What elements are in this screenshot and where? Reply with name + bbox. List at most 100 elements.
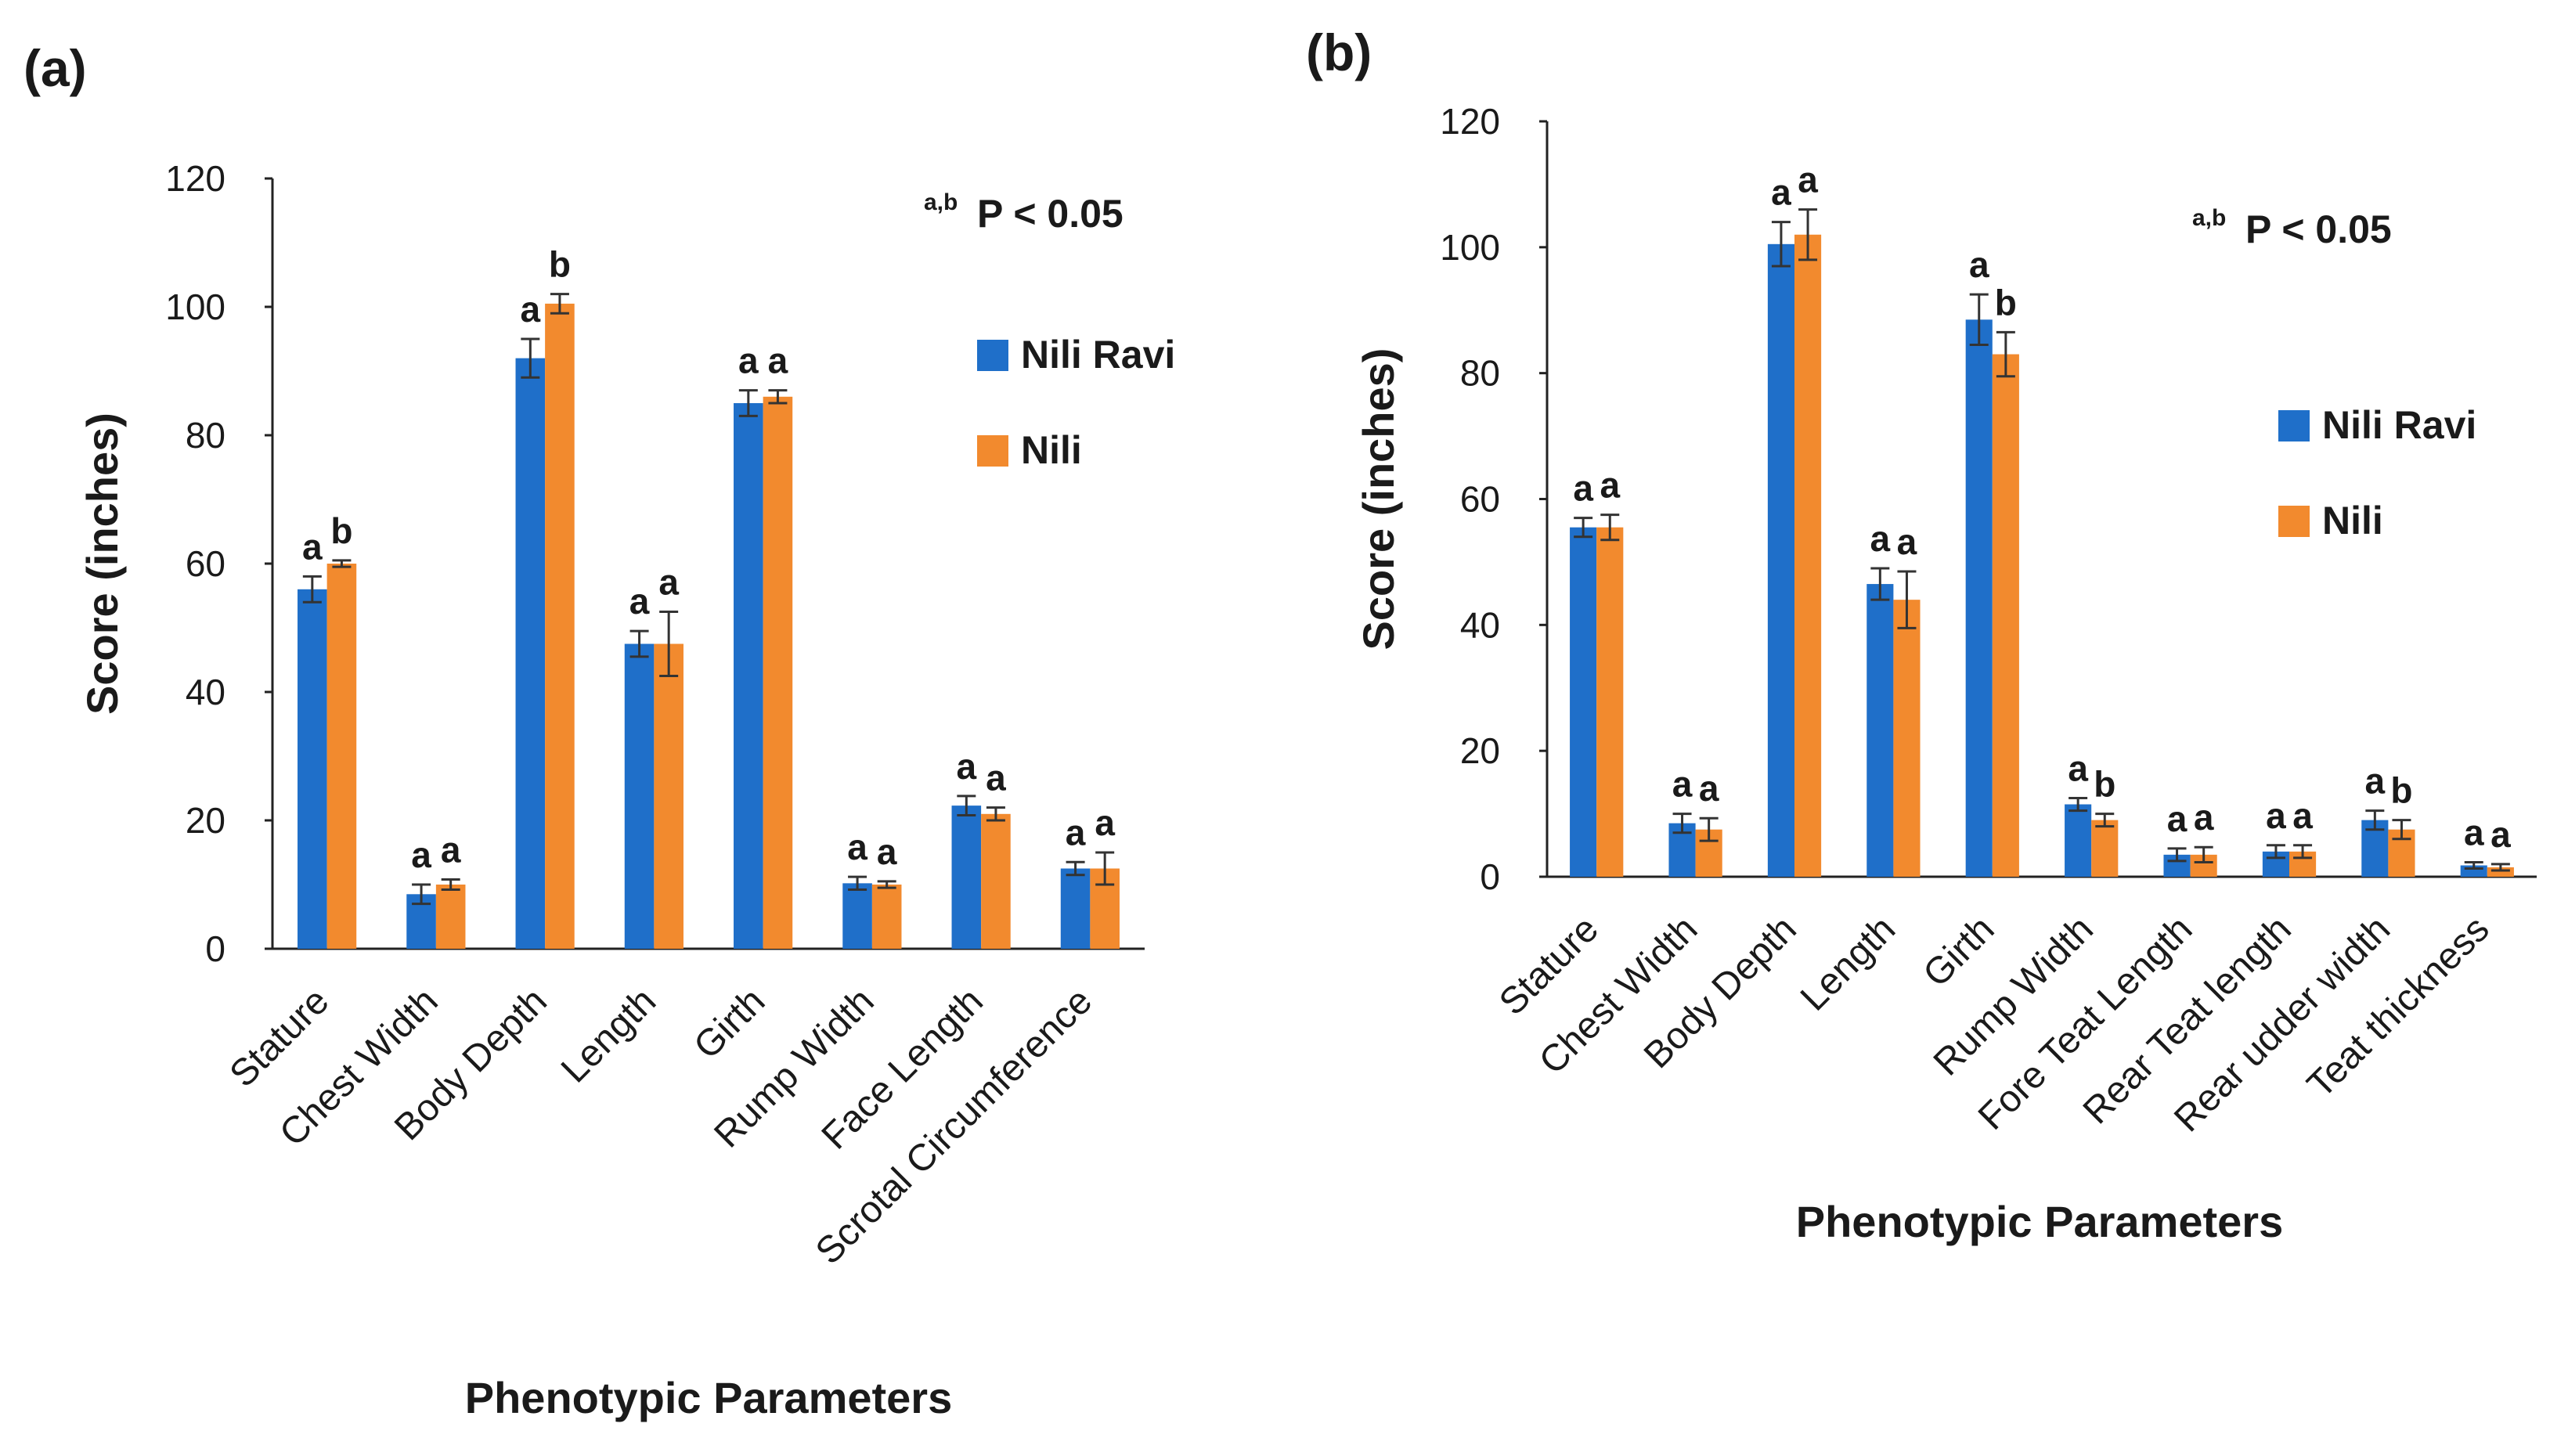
bar-nili-ravi (842, 883, 872, 949)
significance-letter: b (549, 244, 571, 285)
legend-label: Nili Ravi (1021, 333, 1175, 377)
significance-letter: a (847, 827, 867, 867)
y-tick-label: 100 (1440, 227, 1500, 268)
bar-nili (545, 303, 575, 949)
bar-nili-ravi (1867, 584, 1894, 877)
significance-letter: a (302, 526, 323, 567)
significance-letter: a (1095, 802, 1115, 843)
significance-letter: b (2390, 770, 2412, 811)
significance-letter: a (658, 562, 679, 603)
bar-nili-ravi (2065, 804, 2092, 877)
y-tick-label: 20 (186, 800, 225, 841)
y-tick-label: 20 (1460, 730, 1500, 771)
significance-letter: a (1600, 465, 1620, 506)
x-tick-label: Teat thickness (2299, 908, 2498, 1106)
y-tick-label: 80 (186, 415, 225, 456)
y-tick-label: 60 (186, 543, 225, 584)
panel-label: (a) (23, 39, 87, 97)
p-value-note: P < 0.05 (977, 192, 1124, 236)
x-tick-label: Girth (1916, 908, 2003, 995)
x-axis-title: Phenotypic Parameters (465, 1373, 952, 1422)
bar-nili (435, 885, 466, 949)
y-tick-label: 120 (165, 158, 225, 199)
panel-label: (b) (1306, 23, 1372, 81)
legend-swatch (2278, 410, 2310, 441)
significance-letter: a (2490, 814, 2511, 855)
bar-nili-ravi (1060, 868, 1091, 949)
legend-label: Nili (2322, 499, 2383, 542)
bar-nili (1893, 600, 1921, 877)
y-axis-title: Score (inches) (1354, 348, 1403, 651)
bar-nili-ravi (1570, 527, 1597, 877)
bar-nili (1596, 527, 1624, 877)
significance-letter: a (441, 829, 461, 870)
y-tick-label: 120 (1440, 101, 1500, 142)
bar-nili (763, 396, 793, 949)
bar-nili (871, 885, 902, 949)
y-tick-label: 0 (205, 928, 225, 969)
bar-nili-ravi (951, 805, 982, 949)
bar-nili-ravi (515, 358, 546, 950)
significance-letter: a (1672, 764, 1693, 805)
significance-letter: a (2167, 798, 2188, 839)
significance-letter: a (1699, 768, 1719, 809)
bar-nili (654, 643, 683, 949)
bar-nili-ravi (734, 403, 763, 949)
y-tick-label: 60 (1460, 479, 1500, 520)
significance-letter: b (330, 510, 352, 551)
significance-letter: b (1995, 282, 2017, 323)
y-tick-label: 0 (1480, 856, 1500, 897)
bar-nili-ravi (1767, 243, 1794, 877)
significance-letter: a (2292, 795, 2313, 836)
legend-swatch (977, 340, 1008, 371)
y-tick-label: 40 (186, 672, 225, 712)
significance-letter: a (1066, 812, 1086, 852)
x-tick-label: Length (554, 980, 664, 1090)
y-tick-label: 40 (1460, 604, 1500, 645)
significance-letter: a (411, 834, 431, 875)
legend-swatch (2278, 506, 2310, 537)
significance-letter: a (1897, 521, 1917, 562)
legend-label: Nili (1021, 428, 1082, 472)
significance-letter: a (1798, 160, 1818, 200)
y-tick-label: 100 (165, 287, 225, 327)
p-value-superscript: a,b (924, 189, 958, 215)
significance-letter: a (629, 581, 650, 622)
legend-label: Nili Ravi (2322, 403, 2476, 447)
significance-letter: a (521, 289, 541, 330)
significance-letter: a (986, 758, 1006, 798)
x-axis-title: Phenotypic Parameters (1796, 1197, 2283, 1246)
significance-letter: b (2094, 764, 2115, 805)
bar-nili-ravi (298, 589, 327, 949)
p-value-superscript: a,b (2192, 205, 2226, 231)
significance-letter: a (1771, 172, 1791, 213)
bar-nili (326, 564, 357, 949)
significance-letter: a (768, 341, 788, 381)
y-axis-title: Score (inches) (78, 413, 127, 715)
significance-letter: a (2365, 761, 2386, 802)
p-value-note: P < 0.05 (2245, 207, 2392, 251)
significance-letter: a (957, 746, 977, 787)
significance-letter: a (1573, 468, 1593, 509)
significance-letter: a (1870, 518, 1891, 559)
significance-letter: a (1969, 244, 1989, 285)
significance-letter: a (738, 341, 759, 381)
significance-letter: a (877, 831, 897, 872)
bar-nili (981, 813, 1011, 949)
y-tick-label: 80 (1460, 353, 1500, 394)
significance-letter: a (2464, 813, 2484, 853)
x-tick-label: Length (1793, 908, 1903, 1018)
significance-letter: a (2194, 797, 2214, 838)
bar-nili (1794, 234, 1822, 877)
bar-nili (2091, 820, 2119, 877)
bar-nili-ravi (1965, 319, 1993, 877)
x-tick-label: Girth (686, 980, 773, 1067)
significance-letter: a (2266, 795, 2286, 836)
bar-nili-ravi (624, 643, 655, 949)
bar-nili (1992, 354, 2019, 878)
significance-letter: a (2068, 748, 2088, 788)
legend-swatch (977, 435, 1008, 467)
